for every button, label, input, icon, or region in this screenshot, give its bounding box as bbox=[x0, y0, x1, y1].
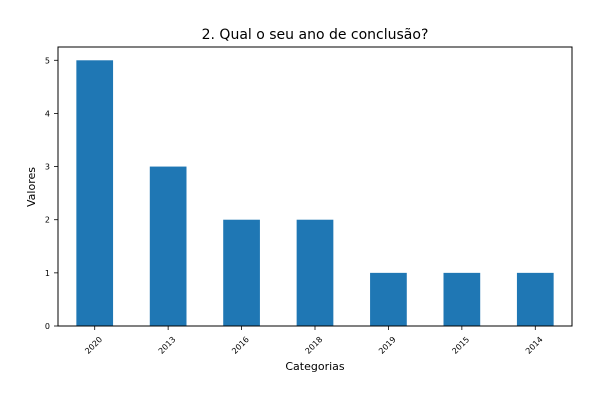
bar-2015 bbox=[443, 272, 481, 326]
bar-2019 bbox=[370, 272, 407, 326]
bar-series bbox=[76, 60, 554, 326]
x-axis-label: Categorias bbox=[285, 360, 345, 373]
bar-2014 bbox=[516, 272, 554, 326]
y-axis-label: Valores bbox=[25, 167, 38, 207]
y-tick-label: 3 bbox=[45, 163, 50, 172]
bar-2020 bbox=[76, 60, 114, 326]
y-tick-label: 2 bbox=[45, 216, 50, 225]
y-tick-label: 0 bbox=[45, 322, 50, 331]
y-axis-ticks: 0 1 2 3 4 5 bbox=[45, 56, 58, 331]
y-tick-label: 4 bbox=[45, 109, 50, 118]
bar-2013 bbox=[149, 166, 187, 326]
chart-title: 2. Qual o seu ano de conclusão? bbox=[202, 27, 429, 43]
plot-area-frame bbox=[57, 46, 573, 327]
y-tick-label: 5 bbox=[45, 56, 50, 65]
bar-2018 bbox=[296, 219, 334, 326]
bar-2016 bbox=[223, 219, 260, 326]
y-tick-label: 1 bbox=[45, 269, 50, 278]
